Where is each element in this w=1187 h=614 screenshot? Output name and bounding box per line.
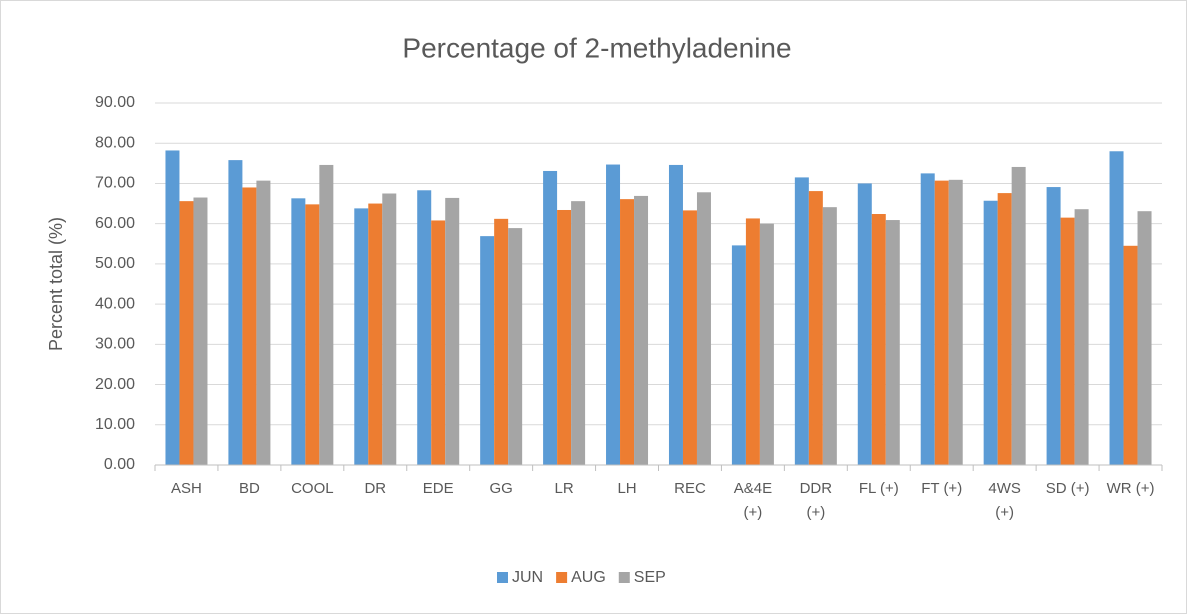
y-tick-label: 90.00 <box>95 94 135 111</box>
x-tick-label: WR (+) <box>1106 480 1155 497</box>
bar <box>291 198 306 465</box>
bar <box>759 223 774 465</box>
y-axis-label: Percent total (%) <box>46 217 66 351</box>
bar <box>745 218 760 465</box>
bar <box>920 173 935 465</box>
bar <box>319 164 334 466</box>
bar <box>983 200 998 466</box>
bar <box>1137 211 1152 465</box>
bar <box>165 150 180 465</box>
x-tick-label: COOL <box>291 480 334 497</box>
x-tick-label: A&4E (+) <box>733 480 773 521</box>
bar <box>682 210 697 465</box>
bar <box>179 201 194 466</box>
y-tick-label: 60.00 <box>95 215 135 232</box>
x-tick-label: ASH <box>171 480 202 497</box>
bar <box>1074 209 1089 465</box>
y-tick-label: 30.00 <box>95 336 135 353</box>
x-tick-label: GG <box>489 480 513 497</box>
bar <box>305 204 320 466</box>
bar <box>857 183 872 465</box>
x-tick-label: LH <box>617 480 637 497</box>
bar <box>620 199 635 465</box>
x-tick-label: SD (+) <box>1045 480 1090 497</box>
x-tick-label: BD <box>238 480 260 497</box>
y-tick-label: 50.00 <box>95 255 135 272</box>
bar <box>354 208 369 466</box>
legend-label: JUN <box>512 569 543 586</box>
x-tick-label: DDR (+) <box>799 480 833 521</box>
bar <box>1011 166 1026 465</box>
legend-label: AUG <box>571 569 606 586</box>
bar <box>1109 151 1124 465</box>
bar <box>1060 217 1075 465</box>
bar <box>871 214 886 465</box>
bar <box>480 236 495 465</box>
bar <box>997 193 1012 465</box>
bar <box>368 203 383 466</box>
legend-swatch <box>556 572 568 583</box>
legend-label: SEP <box>634 569 666 586</box>
bar <box>508 228 523 465</box>
y-tick-label: 70.00 <box>95 175 135 192</box>
bar <box>193 197 208 465</box>
bar <box>445 197 460 465</box>
bar <box>948 179 963 465</box>
x-tick-label: EDE <box>422 480 454 497</box>
chart-title: Percentage of 2-methyladenine <box>402 32 791 63</box>
x-tick-label: FT (+) <box>921 480 963 497</box>
bar <box>606 164 621 466</box>
bar <box>808 191 823 465</box>
bar <box>417 190 432 465</box>
bar <box>382 193 397 465</box>
x-tick-label: FL (+) <box>858 480 899 497</box>
bar <box>571 201 586 466</box>
bar <box>228 160 243 466</box>
y-tick-label: 10.00 <box>95 416 135 433</box>
legend-swatch <box>497 572 508 583</box>
bar <box>696 192 711 465</box>
bar <box>634 195 649 465</box>
x-tick-label: REC <box>674 480 706 497</box>
bar <box>885 220 900 465</box>
x-tick-label: 4WS (+) <box>988 480 1021 521</box>
x-tick-label: DR <box>364 480 387 497</box>
legend-swatch <box>618 572 630 583</box>
y-tick-label: 20.00 <box>95 376 135 393</box>
bar <box>242 187 257 465</box>
bar <box>256 180 271 465</box>
y-tick-label: 80.00 <box>95 134 135 151</box>
bar <box>1046 187 1061 465</box>
bar <box>1123 245 1138 465</box>
bar <box>557 209 572 465</box>
bar <box>431 220 446 465</box>
bar <box>934 180 949 465</box>
bar <box>794 177 809 465</box>
bar <box>731 245 746 465</box>
bar <box>668 164 683 466</box>
bar <box>494 218 509 465</box>
bar <box>822 207 837 466</box>
y-tick-label: 0.00 <box>104 456 135 473</box>
y-tick-label: 40.00 <box>95 295 135 312</box>
bar <box>543 170 558 465</box>
x-tick-label: LR <box>554 480 574 497</box>
